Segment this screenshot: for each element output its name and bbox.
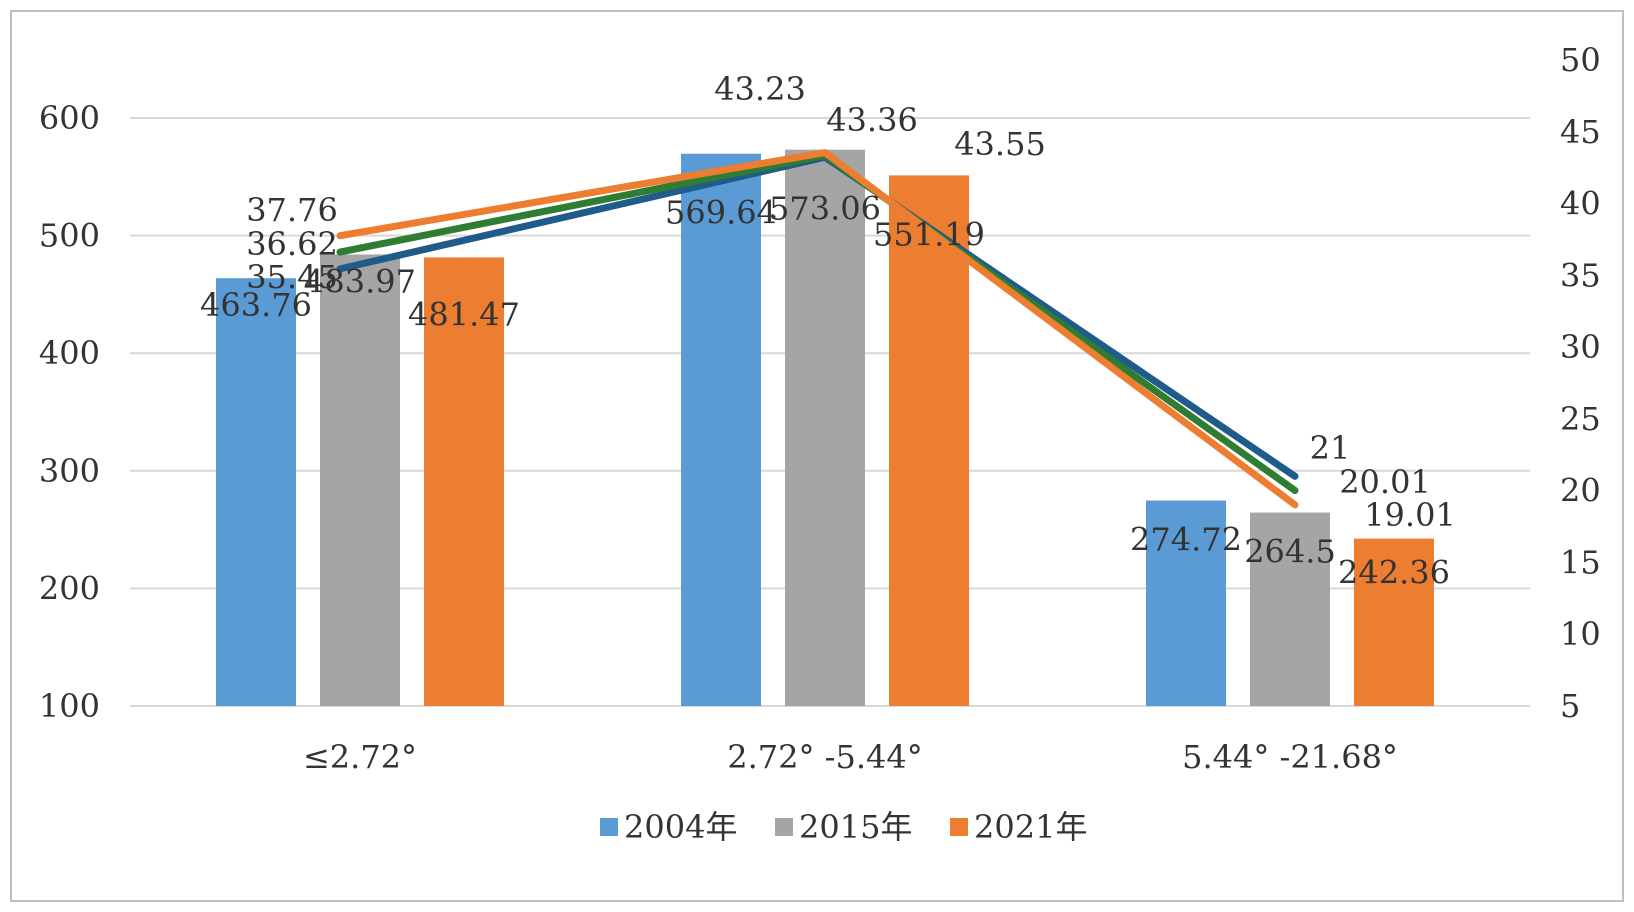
bar-value-label: 242.36 <box>1338 554 1450 592</box>
data-labels: 463.76 569.64 274.72 483.97 573.06 264.5 481.4… <box>200 70 1456 592</box>
y-left-tick-label: 200 <box>39 569 100 607</box>
bar <box>1250 512 1330 706</box>
y-right-tick-label: 20 <box>1560 472 1601 510</box>
y-left-tick-label: 100 <box>39 687 100 725</box>
x-category-label: ≤2.72° <box>303 738 417 776</box>
legend-label: 2004年 <box>624 808 737 846</box>
bar-value-label: 274.72 <box>1130 521 1242 559</box>
bar <box>216 278 296 706</box>
line-value-label: 43.36 <box>826 101 918 139</box>
bar <box>1146 500 1226 706</box>
line-value-label: 20.01 <box>1339 463 1431 501</box>
axes: 100 200 300 400 500 600 5 10 15 20 25 30 35 40 45 50 ≤2.… <box>39 41 1601 776</box>
y-right-tick-label: 45 <box>1560 113 1601 151</box>
legend-swatch <box>950 818 968 836</box>
y-left-tick-label: 300 <box>39 452 100 490</box>
y-right-tick-label: 40 <box>1560 185 1601 223</box>
y-right-tick-label: 50 <box>1560 41 1601 79</box>
legend-label: 2021年 <box>974 808 1087 846</box>
y-right-tick-label: 35 <box>1560 256 1601 294</box>
legend-label: 2015年 <box>799 808 912 846</box>
y-right-tick-label: 10 <box>1560 615 1601 653</box>
bar <box>1354 538 1434 706</box>
bar-value-label: 463.76 <box>200 286 312 324</box>
lines <box>336 149 1299 509</box>
y-right-tick-label: 15 <box>1560 543 1601 581</box>
legend-swatch <box>775 818 793 836</box>
y-left-tick-label: 600 <box>39 99 100 137</box>
line-series <box>336 149 1299 509</box>
bars <box>216 149 1434 706</box>
bar-value-label: 483.97 <box>304 262 416 300</box>
y-right-tick-label: 5 <box>1560 687 1580 725</box>
bar-value-label: 481.47 <box>408 295 520 333</box>
line-value-label: 36.62 <box>246 225 338 263</box>
line-value-label: 43.23 <box>714 70 806 108</box>
y-right-tick-label: 25 <box>1560 400 1601 438</box>
y-left-tick-label: 400 <box>39 334 100 372</box>
line-value-label: 37.76 <box>246 191 338 229</box>
bar <box>681 153 761 706</box>
y-right-tick-label: 30 <box>1560 328 1601 366</box>
x-category-label: 2.72° -5.44° <box>727 738 922 776</box>
legend: 2004年 2015年 2021年 <box>600 808 1087 846</box>
bar <box>785 149 865 706</box>
bar <box>320 254 400 706</box>
y-left-tick-label: 500 <box>39 217 100 255</box>
bar-value-label: 569.64 <box>665 194 777 232</box>
bar-value-label: 573.06 <box>769 190 881 228</box>
bar <box>889 175 969 706</box>
line-value-label: 19.01 <box>1364 496 1456 534</box>
x-category-label: 5.44° -21.68° <box>1182 738 1398 776</box>
line-value-label: 21 <box>1310 429 1351 467</box>
legend-swatch <box>600 818 618 836</box>
bar-value-label: 264.5 <box>1244 533 1336 571</box>
bar-value-label: 551.19 <box>873 215 985 253</box>
line-value-label: 35.45 <box>246 258 338 296</box>
line-value-label: 43.55 <box>954 125 1046 163</box>
bar <box>424 257 504 706</box>
